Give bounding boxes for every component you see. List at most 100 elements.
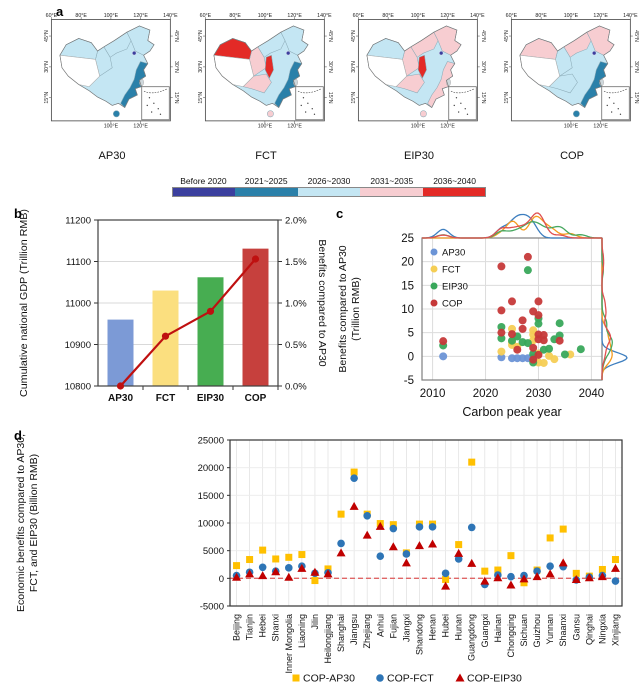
benefits-line: [119, 258, 257, 387]
legend-marker-triangle: [455, 673, 465, 682]
svg-text:140°E: 140°E: [623, 13, 638, 19]
line-point: [251, 255, 260, 263]
data-point: [441, 581, 451, 590]
svg-text:30°N: 30°N: [198, 61, 204, 73]
data-point: [375, 521, 385, 530]
svg-text:15°N: 15°N: [504, 92, 510, 104]
svg-text:15°N: 15°N: [633, 92, 639, 104]
map-body: [519, 25, 615, 118]
data-point: [285, 553, 293, 561]
data-point: [415, 523, 424, 531]
map-body: [366, 25, 462, 118]
svg-text:Benefits compared to AP30: Benefits compared to AP30: [337, 245, 349, 372]
svg-text:15°N: 15°N: [173, 92, 179, 104]
scatter-point: [534, 350, 543, 359]
scatter-point: [497, 353, 506, 362]
svg-text:100°E: 100°E: [258, 123, 273, 129]
svg-text:5000: 5000: [203, 546, 224, 557]
svg-text:80°E: 80°E: [75, 13, 87, 19]
svg-text:Henan: Henan: [428, 614, 438, 641]
scatter-point: [560, 350, 569, 359]
map-cell-ap30: 60°E 80°E 100°E 120°E 140°E 45°N 45°N 30°N 30°N 1…: [36, 4, 188, 174]
scatter-point: [539, 336, 548, 345]
gdp-bar-chart: 10800 10900 11000 11100 11200 0.0% 0.5% 1.0% 1.5…: [14, 204, 330, 433]
bar-cop: [242, 248, 269, 386]
scatter-point: [576, 345, 585, 354]
data-point: [454, 555, 463, 563]
svg-text:Guizhou: Guizhou: [532, 614, 542, 648]
data-point: [376, 552, 385, 560]
svg-text:Fujian: Fujian: [388, 614, 398, 639]
panel-label-c: c: [336, 206, 344, 221]
svg-text:60°E: 60°E: [46, 13, 58, 19]
svg-text:10: 10: [401, 304, 414, 316]
legend-label: 2026~2030: [307, 176, 351, 186]
south-china-sea-inset: [601, 86, 630, 121]
svg-text:Carbon peak year: Carbon peak year: [462, 405, 561, 419]
svg-text:Anhui: Anhui: [375, 614, 385, 637]
benefits-scatter-svg: -5 0 5 10 15 20 25 2010 2020 2030 2040 AP30 FCT EIP30…: [337, 212, 628, 419]
data-point: [323, 569, 333, 578]
svg-text:80°E: 80°E: [535, 13, 547, 19]
data-point: [455, 541, 463, 549]
region-strip: [264, 54, 274, 79]
data-point: [519, 574, 529, 583]
svg-text:45°N: 45°N: [173, 30, 179, 42]
svg-text:120°E: 120°E: [287, 123, 302, 129]
svg-text:Hebei: Hebei: [258, 614, 268, 638]
map-title-fct: FCT: [255, 150, 277, 162]
svg-text:AP30: AP30: [108, 393, 133, 404]
svg-text:Yunnan: Yunnan: [545, 614, 555, 645]
svg-text:FCT: FCT: [156, 393, 175, 404]
data-point: [311, 577, 319, 585]
bar-eip30: [197, 277, 224, 386]
svg-text:5: 5: [408, 328, 414, 340]
svg-text:30°N: 30°N: [44, 61, 50, 73]
scatter-point: [529, 355, 538, 364]
data-point: [493, 573, 503, 582]
svg-text:30°N: 30°N: [504, 61, 510, 73]
svg-text:Qinghai: Qinghai: [584, 614, 594, 645]
series-cop: [439, 252, 564, 364]
region-hainan: [267, 110, 274, 118]
right-density-cop: [601, 238, 612, 380]
scatter-point: [497, 306, 506, 315]
svg-text:10000: 10000: [198, 519, 224, 530]
svg-text:COP-FCT: COP-FCT: [387, 673, 434, 685]
svg-text:15°N: 15°N: [44, 92, 50, 104]
svg-text:Xinjiang: Xinjiang: [610, 614, 620, 646]
svg-text:Zhejiang: Zhejiang: [362, 614, 372, 649]
svg-text:Ningxia: Ningxia: [597, 614, 607, 644]
svg-text:15°N: 15°N: [480, 92, 486, 104]
series-cop-eip30: [232, 501, 620, 590]
scatter-point: [555, 319, 564, 328]
data-point: [324, 565, 332, 573]
svg-text:45°N: 45°N: [44, 30, 50, 42]
legend-swatch: [297, 188, 361, 196]
legend-dot-cop: [430, 299, 438, 307]
svg-text:0.0%: 0.0%: [285, 382, 307, 393]
data-point: [402, 550, 411, 558]
data-point: [271, 567, 281, 576]
data-point: [337, 539, 345, 548]
svg-text:0.5%: 0.5%: [285, 340, 307, 351]
data-point: [389, 524, 398, 533]
data-point: [246, 556, 254, 564]
svg-text:0: 0: [408, 351, 414, 363]
scatter-point: [523, 266, 532, 275]
legend-swatch: [173, 188, 236, 196]
data-point: [507, 552, 515, 560]
legend-dot-eip30: [430, 282, 438, 290]
panel-label-a: a: [56, 4, 64, 19]
panel-label-b: b: [14, 206, 22, 221]
map-title-cop: COP: [560, 150, 584, 162]
data-point: [284, 572, 294, 581]
svg-text:100°E: 100°E: [258, 13, 273, 19]
line-point: [116, 382, 125, 390]
beijing-marker: [438, 50, 444, 56]
svg-text:Gansu: Gansu: [571, 614, 581, 641]
data-point: [481, 567, 489, 575]
beijing-marker: [131, 50, 137, 56]
svg-text:EIP30: EIP30: [442, 282, 468, 293]
